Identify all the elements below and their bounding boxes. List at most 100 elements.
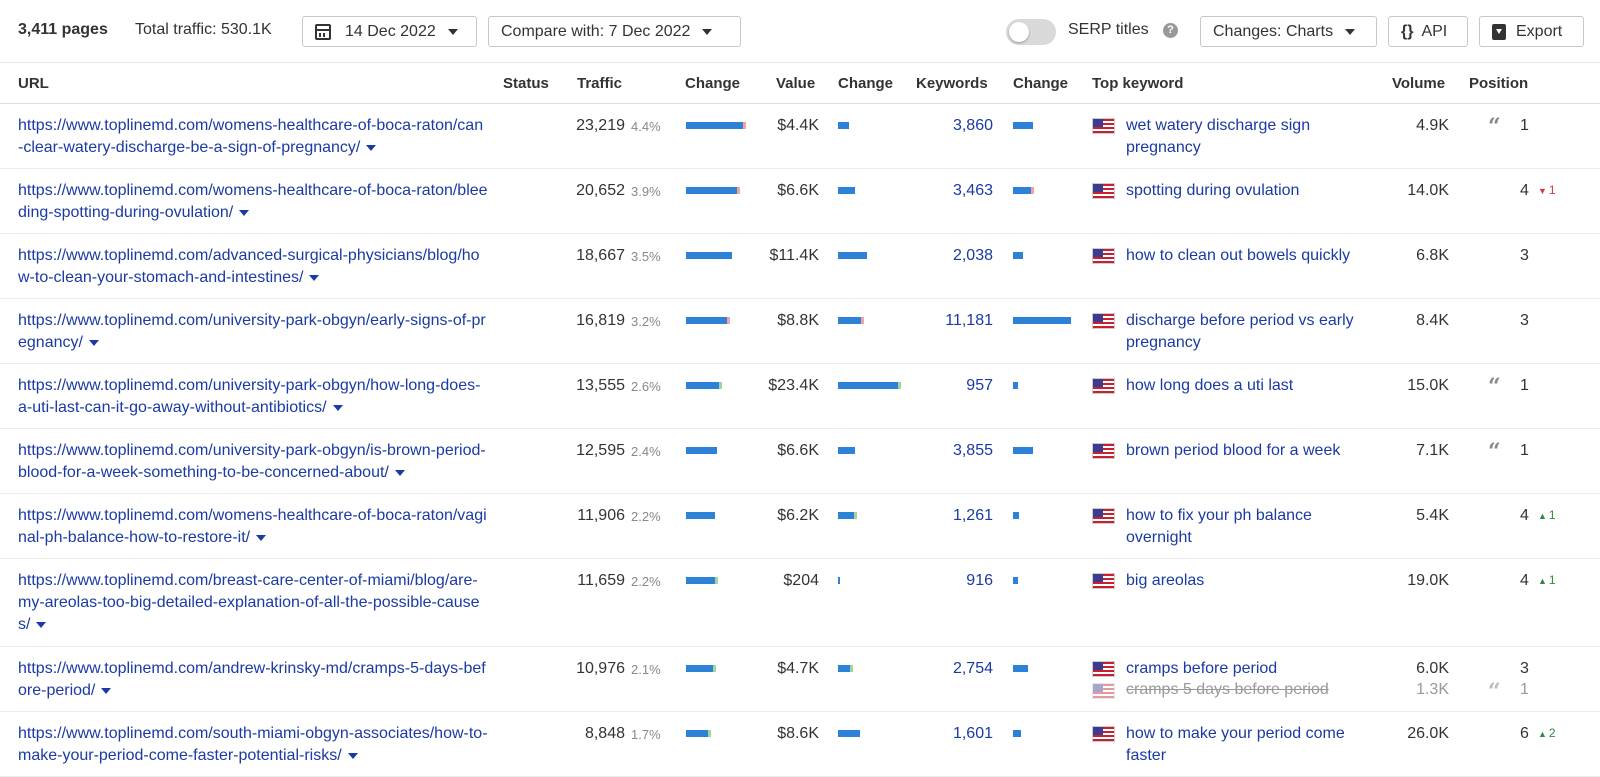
url-link[interactable]: https://www.toplinemd.com/breast-care-ce… <box>18 570 488 636</box>
keywords-count[interactable]: 3,463 <box>952 182 993 199</box>
chevron-down-icon[interactable] <box>88 339 99 346</box>
chevron-down-icon <box>702 28 713 35</box>
col-volume[interactable]: Volume <box>1392 75 1446 92</box>
table-header: URL Status Traffic Change Value Change K… <box>0 63 1600 104</box>
top-keyword-link[interactable]: how to make your period come faster <box>1126 725 1345 764</box>
table-row: https://www.toplinemd.com/womens-healthc… <box>0 169 1600 234</box>
secondary-keyword-link[interactable]: cramps 5 days before period <box>1126 681 1329 698</box>
url-text: https://www.toplinemd.com/university-par… <box>18 312 486 351</box>
col-value[interactable]: Value <box>776 75 816 92</box>
url-link[interactable]: https://www.toplinemd.com/south-miami-ob… <box>18 723 488 767</box>
traffic-change-bar <box>686 512 715 519</box>
chevron-down-icon[interactable] <box>256 534 267 541</box>
traffic-percent: 3.2% <box>631 314 661 329</box>
col-traffic[interactable]: Traffic <box>577 75 623 92</box>
table-row: https://www.toplinemd.com/breast-care-ce… <box>0 559 1600 647</box>
keywords-count[interactable]: 3,855 <box>952 442 993 459</box>
toggle-knob <box>1009 22 1029 42</box>
top-keyword-link[interactable]: how long does a uti last <box>1126 377 1294 394</box>
value-amount: $204 <box>783 572 819 589</box>
serp-titles-toggle[interactable] <box>1006 19 1056 45</box>
position-value: 1 <box>1520 377 1529 394</box>
top-keyword-link[interactable]: wet watery discharge sign pregnancy <box>1126 117 1311 156</box>
col-top-keyword[interactable]: Top keyword <box>1092 75 1184 92</box>
position-value: 1 <box>1520 117 1529 134</box>
chevron-down-icon[interactable] <box>347 752 358 759</box>
bar-change-tip <box>708 730 711 737</box>
value-amount: $11.4K <box>769 247 819 264</box>
chevron-down-icon[interactable] <box>366 144 377 151</box>
position-value: 3 <box>1520 247 1529 264</box>
toolbar: 3,411 pages Total traffic: 530.1K 14 Dec… <box>0 0 1600 63</box>
compare-label: Compare with: 7 Dec 2022 <box>501 22 691 40</box>
top-keyword-link[interactable]: big areolas <box>1126 572 1205 589</box>
top-keyword-link[interactable]: spotting during ovulation <box>1126 182 1300 199</box>
traffic-value: 12,595 <box>576 442 625 459</box>
url-link[interactable]: https://www.toplinemd.com/andrew-krinsky… <box>18 658 488 702</box>
chevron-down-icon[interactable] <box>239 209 250 216</box>
keywords-count[interactable]: 916 <box>966 572 993 589</box>
chevron-down-icon[interactable] <box>394 469 405 476</box>
chevron-down-icon <box>447 28 458 35</box>
api-button[interactable]: {} API <box>1388 16 1468 47</box>
top-keyword-link[interactable]: how to fix your ph balance overnight <box>1126 507 1312 546</box>
chevron-down-icon[interactable] <box>309 274 320 281</box>
chevron-down-icon[interactable] <box>101 687 112 694</box>
url-link[interactable]: https://www.toplinemd.com/womens-healthc… <box>18 180 488 224</box>
col-url[interactable]: URL <box>18 75 49 92</box>
top-keyword-link[interactable]: cramps before period <box>1126 660 1278 677</box>
col-traffic-change[interactable]: Change <box>685 75 741 92</box>
keywords-count[interactable]: 2,754 <box>952 660 993 677</box>
date-label: 14 Dec 2022 <box>345 22 436 40</box>
bar-change-tip <box>1031 187 1034 194</box>
value-change-bar <box>838 252 867 259</box>
url-text: https://www.toplinemd.com/breast-care-ce… <box>18 572 480 633</box>
bar-change-tip <box>850 665 853 672</box>
keywords-count[interactable]: 11,181 <box>945 312 993 329</box>
url-link[interactable]: https://www.toplinemd.com/womens-healthc… <box>18 115 488 159</box>
value-change-bar <box>838 187 855 194</box>
value-change-bar <box>838 577 840 584</box>
url-link[interactable]: https://www.toplinemd.com/university-par… <box>18 375 488 419</box>
top-keyword-link[interactable]: how to clean out bowels quickly <box>1126 247 1351 264</box>
keywords-count[interactable]: 1,601 <box>952 725 993 742</box>
changes-mode-button[interactable]: Changes: Charts <box>1200 16 1377 47</box>
help-icon[interactable]: ? <box>1163 23 1178 38</box>
export-button[interactable]: Export <box>1479 16 1584 47</box>
table-row: https://www.toplinemd.com/university-par… <box>0 364 1600 429</box>
url-text: https://www.toplinemd.com/womens-healthc… <box>18 507 487 546</box>
url-link[interactable]: https://www.toplinemd.com/university-par… <box>18 310 488 354</box>
col-value-change[interactable]: Change <box>838 75 894 92</box>
position-value: 3 <box>1520 660 1529 677</box>
top-keyword-link[interactable]: brown period blood for a week <box>1126 442 1341 459</box>
value-amount: $8.6K <box>777 725 819 742</box>
braces-icon: {} <box>1401 22 1414 40</box>
position-value: 4 <box>1520 507 1529 524</box>
col-keywords[interactable]: Keywords <box>916 75 988 92</box>
volume-value: 19.0K <box>1407 572 1449 589</box>
url-link[interactable]: https://www.toplinemd.com/womens-healthc… <box>18 505 488 549</box>
date-picker-button[interactable]: 14 Dec 2022 <box>302 16 477 47</box>
keywords-count[interactable]: 3,860 <box>952 117 993 134</box>
keywords-count[interactable]: 1,261 <box>952 507 993 524</box>
us-flag-icon <box>1092 573 1115 589</box>
value-amount: $6.6K <box>777 442 819 459</box>
volume-value: 26.0K <box>1407 725 1449 742</box>
keywords-count[interactable]: 957 <box>966 377 993 394</box>
url-link[interactable]: https://www.toplinemd.com/advanced-surgi… <box>18 245 488 289</box>
chevron-down-icon[interactable] <box>36 621 47 628</box>
col-position[interactable]: Position <box>1469 75 1529 92</box>
url-link[interactable]: https://www.toplinemd.com/university-par… <box>18 440 488 484</box>
compare-date-button[interactable]: Compare with: 7 Dec 2022 <box>488 16 741 47</box>
chevron-down-icon[interactable] <box>332 404 343 411</box>
col-keywords-change[interactable]: Change <box>1013 75 1069 92</box>
keywords-change-bar <box>1013 187 1034 194</box>
top-keyword-link[interactable]: discharge before period vs early pregnan… <box>1126 312 1354 351</box>
serp-feature-quote-icon: “ <box>1488 114 1501 140</box>
keywords-count[interactable]: 2,038 <box>952 247 993 264</box>
col-status[interactable]: Status <box>503 75 549 92</box>
url-text: https://www.toplinemd.com/university-par… <box>18 442 486 481</box>
volume-value: 7.1K <box>1416 442 1449 459</box>
url-text: https://www.toplinemd.com/andrew-krinsky… <box>18 660 486 699</box>
us-flag-icon <box>1092 661 1115 677</box>
